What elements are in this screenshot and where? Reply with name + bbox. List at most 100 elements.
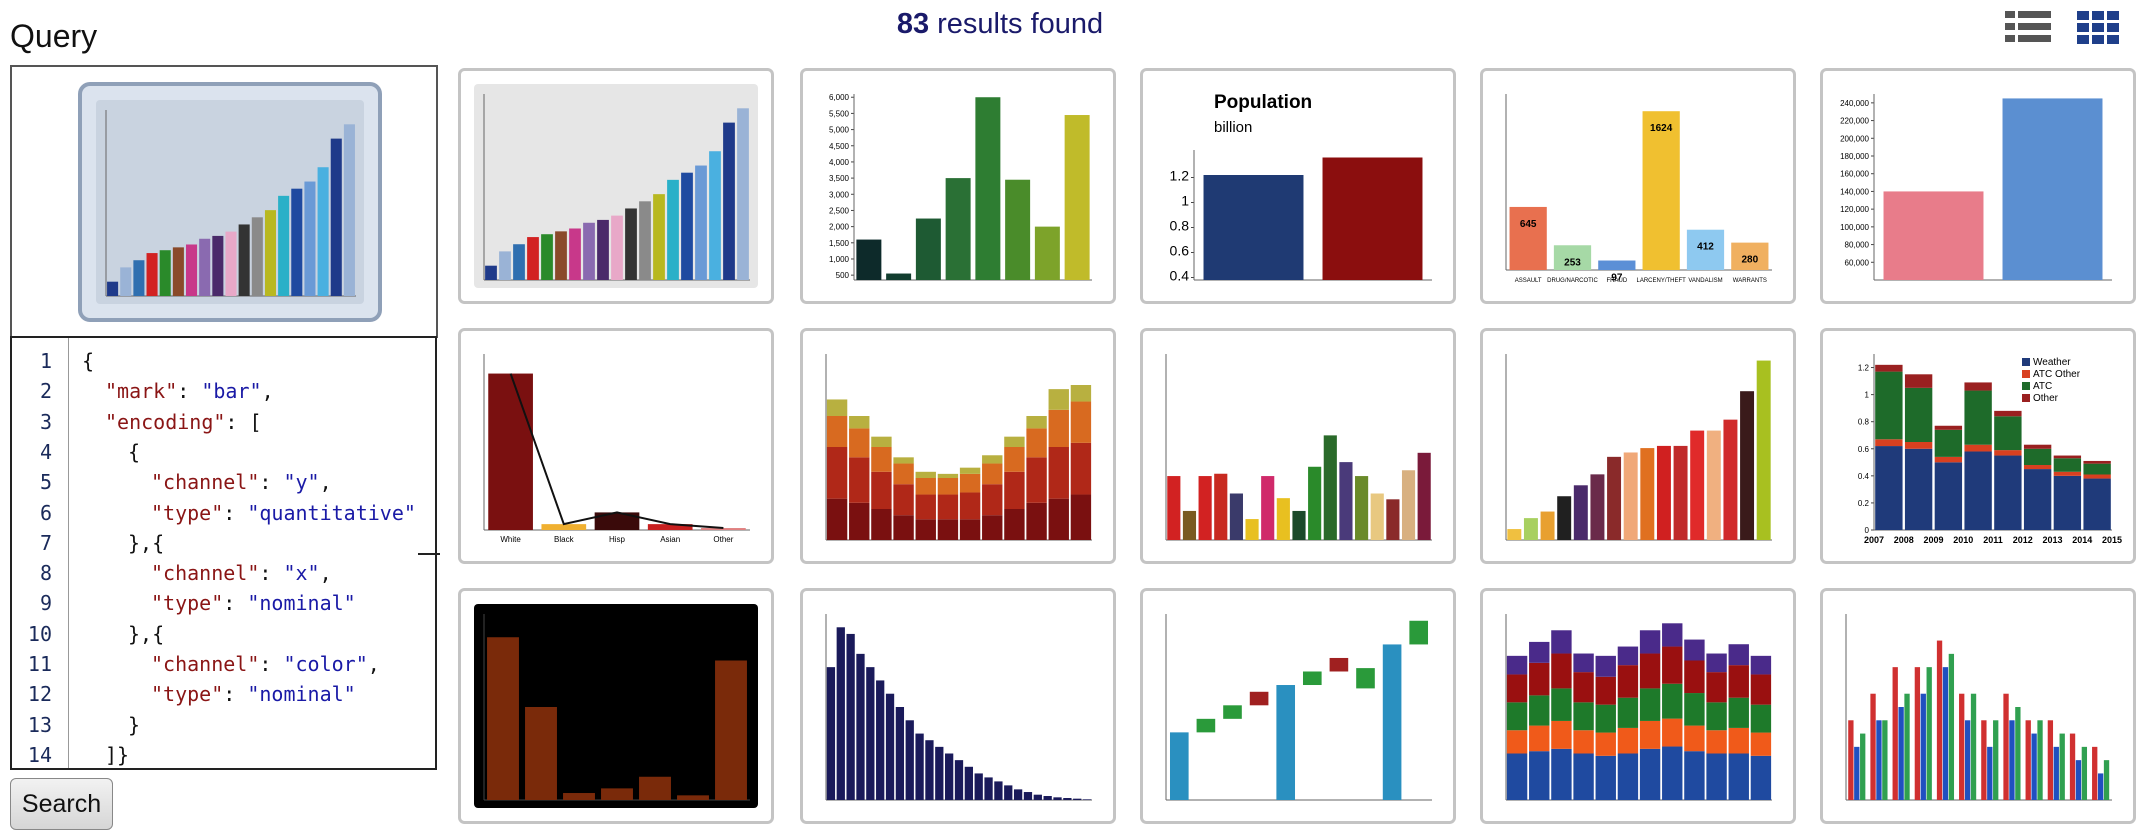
count-label: results found — [937, 8, 1104, 40]
stack-segment — [937, 494, 959, 520]
stack-segment — [1026, 416, 1047, 429]
code-line: 5 "channel": "y", — [12, 467, 432, 497]
json-value: "quantitative" — [247, 500, 416, 525]
stack-segment — [1964, 444, 1992, 452]
list-view-icon[interactable] — [2005, 10, 2051, 44]
legend-swatch — [2022, 370, 2030, 378]
trend-line — [509, 373, 724, 530]
stack-segment — [1684, 693, 1705, 726]
json-value: "x" — [283, 561, 320, 586]
code-text: { — [128, 437, 140, 467]
bar — [563, 793, 595, 800]
bar — [701, 528, 746, 530]
results-count: 83 results found — [0, 8, 2000, 41]
y-tick-label: 0.8 — [1858, 418, 1870, 427]
stack-segment — [1595, 676, 1616, 705]
result-card[interactable]: 60,000 80,000 100,000 120,000 140,000 160,000… — [1820, 68, 2136, 304]
result-card[interactable] — [1820, 588, 2136, 824]
bar — [1740, 391, 1755, 540]
stack-segment — [826, 416, 848, 447]
bar — [2025, 720, 2031, 800]
stack-segment — [871, 471, 892, 509]
stack-segment — [1994, 450, 2022, 456]
bar — [569, 228, 581, 280]
result-card[interactable] — [458, 588, 774, 824]
bar — [1386, 499, 1400, 540]
stack-segment — [1875, 371, 1903, 440]
result-card[interactable]: Population billion 0.4 0.6 0.8 1 1.2 — [1140, 68, 1456, 304]
bar — [107, 281, 119, 296]
bar — [954, 760, 964, 800]
y-tick-label: 5,500 — [829, 109, 850, 118]
stack-segment — [1639, 748, 1661, 800]
stack-segment — [1964, 382, 1992, 391]
stack-segment — [2083, 460, 2111, 464]
result-card[interactable] — [1140, 328, 1456, 564]
code-editor[interactable]: 1{2 "mark": "bar", 3 "encoding": [4{5 "chann… — [10, 336, 437, 770]
thumbnail: Population billion 0.4 0.6 0.8 1 1.2 — [1170, 92, 1432, 284]
y-tick-label: 140,000 — [1840, 187, 1869, 196]
x-tick-label: DRUG/NARCOTIC — [1547, 278, 1598, 284]
result-card[interactable] — [800, 328, 1116, 564]
result-card[interactable]: 645 253 97 1624 412 280 ASSAULT DRUG/NARCOTIC FR… — [1480, 68, 1796, 304]
bar — [1053, 797, 1062, 800]
value-label: 1624 — [1650, 123, 1673, 134]
json-punctuation: , — [367, 652, 380, 676]
card-frame — [458, 328, 774, 564]
thumbnail: 0 0.2 0.4 0.6 0.8 1 1.2 2007 2008 2009 2010 2011 201… — [1858, 354, 2122, 545]
bar — [1756, 360, 1771, 540]
bar — [238, 224, 250, 296]
code-text: "channel": "y", — [151, 467, 332, 497]
line-number: 9 — [39, 591, 52, 616]
bar — [583, 222, 595, 280]
result-card[interactable] — [458, 68, 774, 304]
bar — [639, 776, 671, 800]
x-tick-label: 2014 — [2072, 535, 2092, 545]
bar — [1013, 789, 1023, 800]
query-chart — [96, 100, 364, 304]
connector — [418, 553, 440, 555]
stack-segment — [2023, 465, 2052, 470]
bar — [1509, 206, 1547, 270]
bar — [1640, 448, 1655, 540]
bar — [488, 373, 533, 530]
result-card[interactable]: 0 0.2 0.4 0.6 0.8 1 1.2 2007 2008 2009 2010 2011 201… — [1820, 328, 2136, 564]
stack-segment — [959, 473, 981, 493]
bar — [1167, 476, 1181, 540]
line-number: 2 — [39, 379, 52, 404]
value-label: 280 — [1741, 255, 1758, 266]
result-card[interactable]: White Black Hisp Asian Other — [458, 328, 774, 564]
json-punctuation: ]} — [105, 742, 130, 767]
search-button[interactable]: Search — [10, 778, 113, 830]
stack-segment — [1506, 753, 1528, 800]
value-label: 412 — [1697, 242, 1714, 253]
legend-swatch — [2022, 382, 2030, 390]
grid-view-icon[interactable] — [2077, 11, 2119, 44]
legend-label: Weather — [2033, 357, 2071, 368]
bar — [2003, 693, 2009, 800]
card-frame — [1820, 588, 2136, 824]
result-card[interactable] — [1480, 588, 1796, 824]
bar — [1882, 720, 1888, 800]
stack-segment — [1048, 447, 1069, 499]
result-card[interactable] — [800, 588, 1116, 824]
bar — [541, 234, 553, 280]
bar — [1860, 733, 1866, 800]
stack-segment — [1551, 720, 1572, 749]
result-card[interactable] — [1140, 588, 1456, 824]
code-line: 9 "type": "nominal" — [12, 588, 432, 618]
bar — [695, 165, 707, 280]
result-card[interactable] — [1480, 328, 1796, 564]
bar — [866, 667, 875, 800]
json-punctuation: : — [259, 470, 284, 495]
json-punctuation: { — [82, 349, 95, 373]
bar — [2047, 720, 2054, 800]
icon-part — [2092, 23, 2104, 32]
code-text: },{ — [128, 528, 164, 558]
result-card[interactable]: 500 1,000 1,500 2,000 2,500 3,000 3,500 4,000 4,… — [800, 68, 1116, 304]
code-text: "type": "nominal" — [151, 679, 356, 709]
json-key: "type" — [151, 682, 224, 707]
bar — [1229, 493, 1243, 540]
stack-segment — [2053, 475, 2082, 530]
bar — [499, 251, 511, 280]
